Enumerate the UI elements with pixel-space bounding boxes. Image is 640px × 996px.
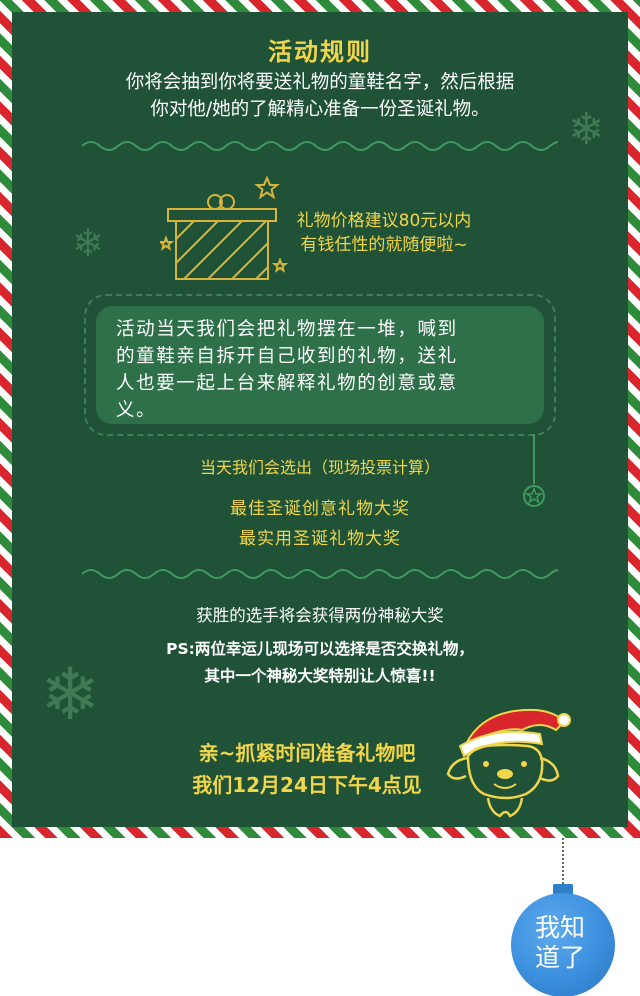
rules-board: ❄ ❄ ❄ 活动规则 你将会抽到你将要送礼物的童鞋名字，然后根据 你对他/她的了… xyxy=(12,12,628,827)
wave-divider xyxy=(82,569,558,579)
wave-divider xyxy=(82,141,558,151)
event-box-outline xyxy=(84,294,556,436)
ps-note-line1: PS:两位幸运儿现场可以选择是否交换礼物， xyxy=(166,640,474,658)
snowflake-icon: ❄ xyxy=(72,221,104,265)
got-it-button[interactable]: 我知 道了 xyxy=(511,893,615,996)
winner-prize-text: 获胜的选手将会获得两份神秘大奖 xyxy=(196,606,444,625)
event-description-box: 活动当天我们会把礼物摆在一堆，喊到 的童鞋亲自拆开自己收到的礼物，送礼 人也要一… xyxy=(96,306,544,424)
rules-title: 活动规则 xyxy=(268,38,372,66)
santa-dog-mascot-icon xyxy=(446,708,571,818)
award-most-practical: 最实用圣诞礼物大奖 xyxy=(239,529,401,549)
ornament-string xyxy=(562,838,564,888)
snowflake-icon: ❄ xyxy=(40,652,101,736)
hanging-star-ornament-icon xyxy=(523,434,545,507)
ps-note-line2: 其中一个神秘大奖特别让人惊喜!! xyxy=(204,667,436,685)
cta-line2: 我们12月24日下午4点见 xyxy=(192,773,422,797)
price-note: 礼物价格建议80元以内 有钱任性的就随便啦~ xyxy=(296,211,472,255)
gift-box-icon xyxy=(160,176,289,280)
cta-line1: 亲~抓紧时间准备礼物吧 xyxy=(198,741,416,765)
rules-intro: 你将会抽到你将要送礼物的童鞋名字，然后根据 你对他/她的了解精心准备一份圣诞礼物… xyxy=(125,72,515,120)
snowflake-icon: ❄ xyxy=(568,104,605,155)
award-best-creative: 最佳圣诞创意礼物大奖 xyxy=(230,499,410,519)
voting-intro: 当天我们会选出（现场投票计算） xyxy=(199,458,440,477)
